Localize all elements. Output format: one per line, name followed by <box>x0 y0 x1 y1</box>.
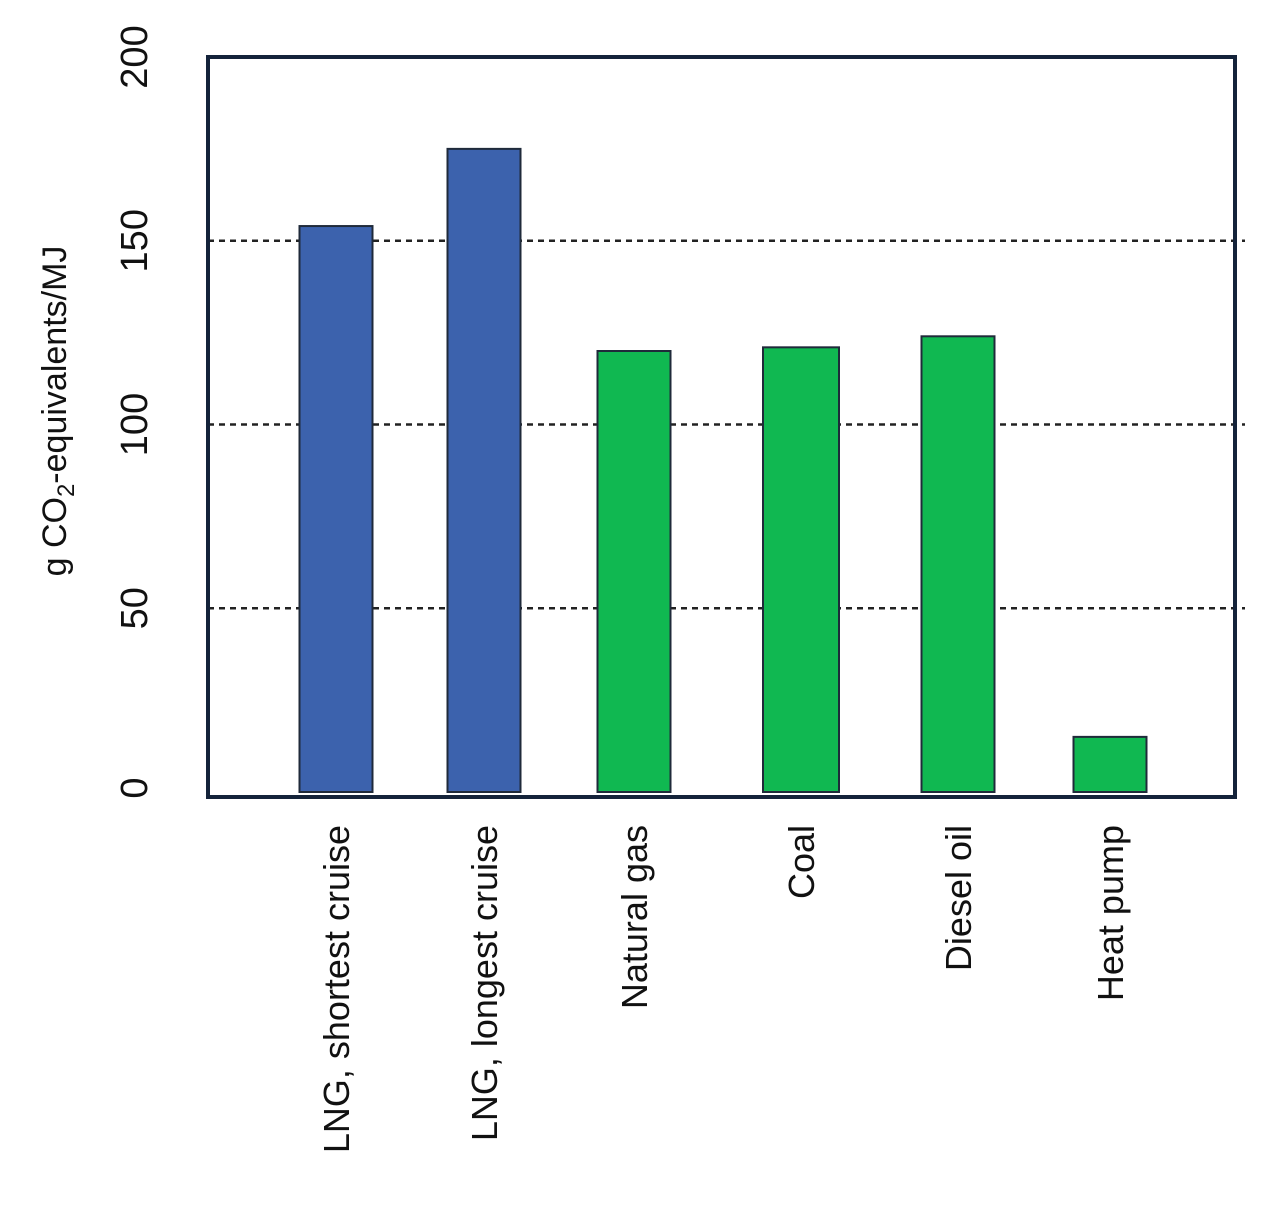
bar-3 <box>762 346 840 793</box>
y-tick-labels: 0 50 100 150 200 <box>114 25 156 798</box>
y-tick-label-150: 150 <box>114 209 156 272</box>
y-axis-label: g CO2-equivalents/MJ <box>36 246 80 577</box>
bar-5 <box>1072 735 1148 793</box>
x-category-label-2: Natural gas <box>614 825 655 1009</box>
y-tick-label-100: 100 <box>114 393 156 456</box>
y-tick-label-0: 0 <box>114 777 156 798</box>
gridlines <box>208 239 1245 610</box>
x-category-label-1: LNG, longest cruise <box>464 825 505 1141</box>
plot-frame <box>206 55 1237 799</box>
x-category-label-4: Diesel oil <box>938 825 979 971</box>
y-tick-label-200: 200 <box>114 25 156 88</box>
y-axis-label-prefix: g CO <box>36 497 74 576</box>
x-category-label-3: Coal <box>781 825 822 899</box>
x-category-label-5: Heat pump <box>1090 825 1131 1001</box>
bar-0 <box>298 225 374 794</box>
bars <box>298 147 1148 794</box>
y-tick-label-50: 50 <box>114 587 156 629</box>
bar-1 <box>446 147 522 793</box>
y-axis-label-suffix: -equivalents/MJ <box>36 246 74 484</box>
bar-4 <box>920 335 996 793</box>
bar-2 <box>596 350 672 793</box>
x-category-label-0: LNG, shortest cruise <box>316 825 357 1153</box>
x-category-labels: LNG, shortest cruise LNG, longest cruise N… <box>316 825 1131 1153</box>
y-axis-label-subscript: 2 <box>53 484 80 497</box>
